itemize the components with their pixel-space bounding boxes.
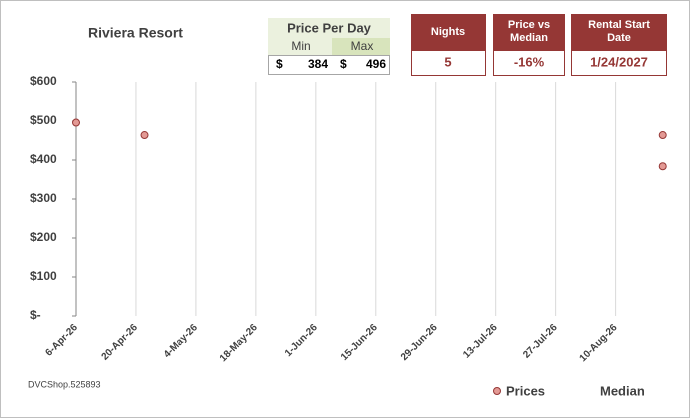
y-tick-label: $200 — [30, 230, 57, 244]
kpi-body — [493, 50, 565, 76]
price-title: Price Per Day — [287, 20, 372, 35]
kpi-header — [411, 14, 486, 50]
y-tick-label: $- — [30, 308, 41, 322]
y-tick-label: $500 — [30, 113, 57, 127]
min-value: 384 — [308, 57, 328, 71]
point — [658, 131, 667, 140]
max-label: Max — [351, 39, 374, 53]
min-label: Min — [291, 39, 310, 53]
legend-label: Prices — [506, 383, 545, 398]
price-values-bg — [268, 55, 390, 75]
currency: $ — [276, 57, 283, 71]
footnote: DVCShop.525893 — [28, 379, 101, 389]
y-tick-label: $100 — [30, 269, 57, 283]
kpi-label: Price vs Median — [507, 19, 551, 44]
kpi-label-box: Price vs Median — [507, 19, 551, 44]
kpi-value: 5 — [444, 54, 451, 69]
kpi-value: 1/24/2027 — [590, 54, 648, 69]
kpi-label-box: Rental Start Date — [588, 19, 650, 44]
max-header-bg — [332, 38, 390, 55]
kpi-value: -16% — [514, 54, 545, 69]
kpi-header — [571, 14, 667, 50]
kpi-body — [411, 50, 486, 76]
y-tick-label: $600 — [30, 74, 57, 88]
currency: $ — [340, 57, 347, 71]
kpi-label: Rental Start Date — [588, 19, 650, 44]
kpi-header — [493, 14, 565, 50]
chart-title: Riviera Resort — [88, 25, 183, 41]
legend-label: Median — [600, 383, 645, 398]
kpi-body — [571, 50, 667, 76]
point — [140, 131, 149, 140]
legend-marker — [493, 387, 501, 395]
point — [658, 162, 667, 171]
kpi-label: Nights — [431, 26, 465, 38]
max-value: 496 — [366, 57, 386, 71]
y-tick-label: $300 — [30, 191, 57, 205]
y-tick-label: $400 — [30, 152, 57, 166]
point — [72, 118, 80, 127]
